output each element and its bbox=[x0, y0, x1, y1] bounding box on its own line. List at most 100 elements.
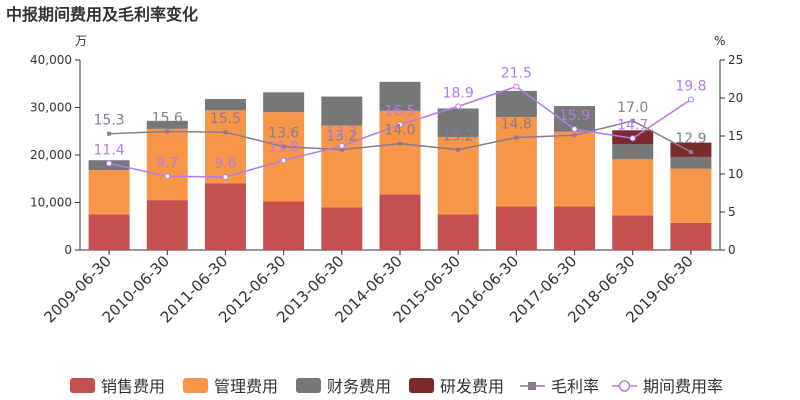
marker-4-1 bbox=[165, 129, 170, 134]
left-tick-label: 40,000 bbox=[30, 53, 72, 67]
marker-4-5 bbox=[398, 141, 402, 146]
data-label-5-10: 19.8 bbox=[675, 79, 706, 95]
data-label-5-2: 9.6 bbox=[214, 156, 236, 172]
marker-5-5 bbox=[397, 121, 403, 128]
bar-1-7 bbox=[495, 117, 537, 207]
right-tick-label: 0 bbox=[728, 243, 736, 257]
marker-5-8 bbox=[571, 126, 578, 133]
marker-5-10 bbox=[687, 96, 694, 103]
bar-2-7 bbox=[495, 90, 537, 117]
legend-label-0: 销售费用 bbox=[101, 377, 165, 396]
marker-4-3 bbox=[281, 144, 286, 149]
bar-1-4 bbox=[321, 125, 363, 208]
right-tick-label: 25 bbox=[728, 53, 743, 67]
marker-5-4 bbox=[338, 142, 345, 149]
bars-layer bbox=[88, 81, 712, 250]
marker-4-6 bbox=[456, 147, 461, 152]
chart-title: 中报期间费用及毛利率变化 bbox=[6, 5, 198, 24]
bar-1-2 bbox=[204, 110, 246, 184]
bar-1-1 bbox=[146, 128, 188, 201]
legend-label-3: 研发费用 bbox=[440, 377, 504, 396]
marker-5-3 bbox=[280, 157, 287, 164]
legend-swatch-0 bbox=[70, 378, 95, 393]
bar-2-6 bbox=[437, 108, 479, 137]
right-tick-label: 20 bbox=[728, 91, 743, 105]
bar-0-5 bbox=[379, 194, 421, 250]
bar-2-10 bbox=[670, 156, 712, 169]
data-label-5-6: 18.9 bbox=[443, 85, 474, 101]
marker-5-9 bbox=[629, 135, 636, 142]
marker-5-0 bbox=[106, 160, 113, 167]
lines-layer bbox=[106, 83, 694, 181]
data-label-5-4: 13.7 bbox=[326, 125, 357, 141]
legend-label-4: 毛利率 bbox=[551, 377, 599, 396]
data-label-4-3: 13.6 bbox=[268, 126, 299, 142]
bar-2-3 bbox=[263, 92, 305, 113]
bar-0-10 bbox=[670, 222, 712, 250]
right-axis-unit: % bbox=[714, 34, 725, 48]
data-label-5-5: 16.5 bbox=[384, 104, 415, 120]
marker-4-10 bbox=[688, 149, 693, 154]
legend: 销售费用 管理费用 财务费用 研发费用 毛利率 期间费用率 bbox=[70, 377, 723, 396]
marker-4-7 bbox=[514, 135, 519, 140]
marker-5-6 bbox=[455, 103, 462, 110]
data-label-4-9: 17.0 bbox=[617, 100, 648, 116]
data-label-4-7: 14.8 bbox=[501, 117, 532, 133]
left-tick-label: 30,000 bbox=[30, 101, 72, 115]
bar-2-5 bbox=[379, 81, 421, 111]
legend-label-5: 期间费用率 bbox=[643, 377, 723, 396]
bar-0-4 bbox=[321, 207, 363, 250]
bar-0-9 bbox=[612, 215, 654, 250]
data-label-4-4: 13.2 bbox=[326, 129, 357, 145]
bar-1-8 bbox=[554, 131, 596, 207]
bar-0-1 bbox=[146, 200, 188, 250]
marker-4-2 bbox=[223, 130, 228, 135]
right-tick-label: 5 bbox=[728, 205, 736, 219]
marker-4-4 bbox=[339, 147, 344, 152]
bar-1-10 bbox=[670, 168, 712, 223]
data-label-4-1: 15.6 bbox=[152, 110, 183, 126]
bar-0-8 bbox=[554, 206, 596, 250]
marker-5-2 bbox=[222, 174, 229, 181]
legend-swatch-1 bbox=[183, 378, 208, 393]
data-label-4-0: 15.3 bbox=[94, 113, 125, 129]
bar-2-2 bbox=[204, 98, 246, 111]
marker-4-8 bbox=[572, 133, 577, 138]
bar-1-9 bbox=[612, 159, 654, 216]
data-label-5-1: 9.7 bbox=[156, 155, 178, 171]
bar-0-3 bbox=[263, 201, 305, 250]
legend-swatch-3 bbox=[409, 378, 434, 393]
data-label-5-7: 21.5 bbox=[501, 66, 532, 82]
data-label-5-8: 15.9 bbox=[559, 108, 590, 124]
data-labels-layer: 15.3 15.6 15.5 13.6 13.2 14.0 13.2 14.8 17.0 12.9… bbox=[94, 66, 707, 172]
left-axis-unit: 万 bbox=[75, 34, 87, 48]
left-tick-label: 0 bbox=[64, 243, 72, 257]
marker-4-9 bbox=[630, 118, 635, 123]
bar-0-6 bbox=[437, 214, 479, 250]
right-tick-label: 15 bbox=[728, 129, 743, 143]
bar-2-4 bbox=[321, 96, 363, 126]
data-label-4-10: 12.9 bbox=[675, 131, 706, 147]
bar-2-9 bbox=[612, 144, 654, 160]
bar-1-0 bbox=[88, 170, 130, 215]
marker-5-7 bbox=[513, 83, 520, 90]
bar-0-7 bbox=[495, 206, 537, 250]
marker-4-0 bbox=[107, 131, 112, 136]
left-tick-label: 20,000 bbox=[30, 148, 72, 162]
data-label-4-2: 15.5 bbox=[210, 111, 241, 127]
legend-marker-5 bbox=[618, 380, 631, 392]
legend-label-1: 管理费用 bbox=[214, 377, 278, 396]
data-label-5-3: 11.8 bbox=[268, 139, 299, 155]
bar-0-0 bbox=[88, 214, 130, 250]
data-label-4-5: 14.0 bbox=[384, 123, 415, 139]
legend-label-2: 财务费用 bbox=[327, 377, 391, 396]
right-tick-label: 10 bbox=[728, 167, 743, 181]
data-label-5-9: 14.7 bbox=[617, 117, 648, 133]
data-label-5-0: 11.4 bbox=[94, 142, 125, 158]
legend-swatch-2 bbox=[296, 378, 321, 393]
bar-0-2 bbox=[204, 183, 246, 250]
marker-5-1 bbox=[164, 173, 171, 180]
legend-marker-4 bbox=[528, 382, 536, 390]
